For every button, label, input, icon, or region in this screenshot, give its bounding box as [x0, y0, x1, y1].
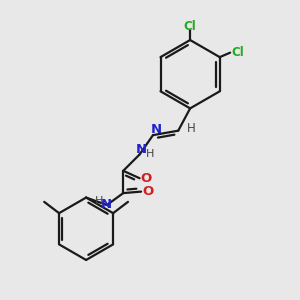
Text: O: O [140, 172, 152, 185]
Text: H: H [94, 196, 103, 206]
Text: H: H [187, 122, 196, 135]
Text: O: O [142, 185, 153, 198]
Text: N: N [136, 142, 147, 156]
Text: N: N [101, 199, 112, 212]
Text: N: N [151, 123, 162, 136]
Text: Cl: Cl [184, 20, 196, 33]
Text: Cl: Cl [231, 46, 244, 59]
Text: H: H [146, 148, 154, 159]
